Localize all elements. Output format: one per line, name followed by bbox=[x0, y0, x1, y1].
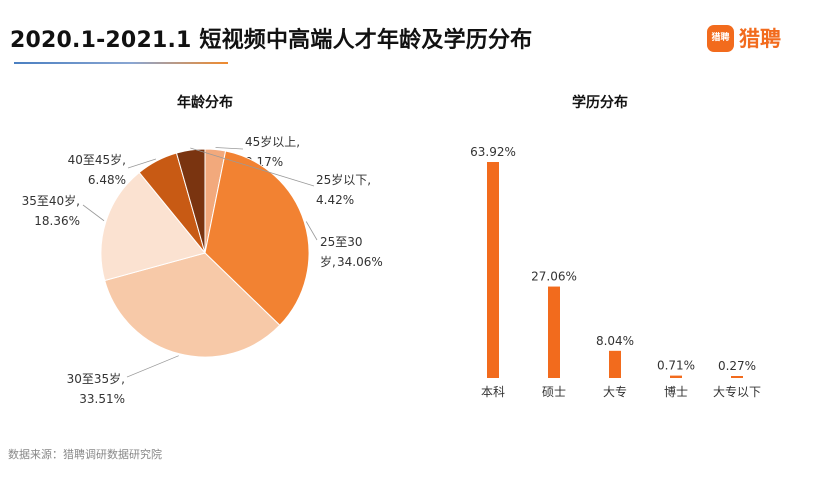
pie-slice-label: 25至30 bbox=[320, 235, 363, 249]
pie-slice-value: 34.06% bbox=[337, 255, 383, 269]
bar-category-label: 本科 bbox=[481, 385, 505, 399]
bar-value-label: 27.06% bbox=[531, 270, 577, 284]
bar-category-label: 大专以下 bbox=[713, 384, 761, 399]
pie-slice-label: 30至35岁, bbox=[67, 371, 125, 386]
pie-leader-line bbox=[305, 221, 318, 241]
bar-value-label: 0.71% bbox=[657, 359, 695, 373]
bar-value-label: 8.04% bbox=[596, 334, 634, 348]
bar bbox=[731, 376, 743, 378]
bar-category-label: 博士 bbox=[664, 384, 688, 399]
data-source-note: 数据来源：猎聘调研数据研究院 bbox=[8, 448, 162, 461]
bar-value-label: 63.92% bbox=[470, 145, 516, 159]
pie-slice bbox=[104, 252, 281, 358]
pie-slice-label: 40至45岁, bbox=[68, 152, 126, 167]
title-underline bbox=[14, 62, 228, 64]
brand-logo: 猎聘 猎聘 bbox=[707, 23, 781, 53]
page-title: 2020.1-2021.1 短视频中高端人才年龄及学历分布 bbox=[10, 28, 533, 53]
bar bbox=[487, 162, 499, 378]
bar-category-label: 硕士 bbox=[542, 385, 566, 399]
pie-slice-value: 4.42% bbox=[316, 193, 354, 207]
pie-slice bbox=[175, 148, 206, 254]
pie-slice-label: 25岁以下, bbox=[316, 172, 371, 187]
pie-leader-line bbox=[190, 147, 315, 187]
bar-value-label: 0.27% bbox=[718, 359, 756, 373]
pie-leader-line bbox=[127, 158, 157, 169]
pie-slice-value: 6.48% bbox=[88, 173, 126, 187]
pie-leader-line bbox=[82, 204, 105, 222]
liepin-logo-icon: 猎聘 bbox=[707, 24, 734, 52]
pie-slice-value: 33.51% bbox=[79, 392, 125, 406]
bar bbox=[548, 286, 560, 378]
logo-text: 猎聘 bbox=[739, 27, 781, 51]
pie-slice-label: 35至40岁, bbox=[22, 193, 80, 208]
bar bbox=[670, 375, 682, 378]
pie-slice bbox=[100, 171, 206, 282]
bar bbox=[609, 350, 621, 378]
pie-slice-label: 45岁以上, bbox=[245, 134, 300, 149]
bar-category-label: 大专 bbox=[603, 384, 627, 399]
pie-leader-line bbox=[126, 355, 179, 378]
pie-slice bbox=[204, 150, 310, 326]
pie-chart-title: 年龄分布 bbox=[177, 95, 233, 111]
pie-slice-value: 18.36% bbox=[34, 214, 80, 228]
pie-leader-line bbox=[215, 147, 244, 150]
bar-chart-title: 学历分布 bbox=[572, 95, 628, 111]
pie-slice-label: 岁, bbox=[320, 254, 336, 269]
